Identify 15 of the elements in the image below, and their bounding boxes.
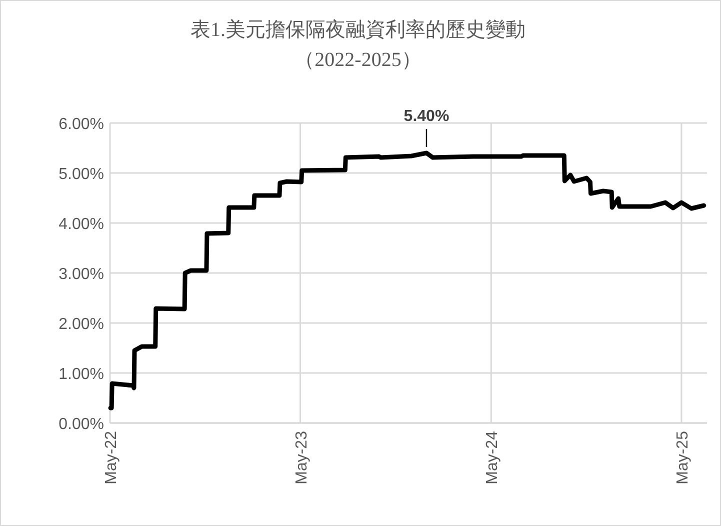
line-series xyxy=(108,150,706,410)
y-tick-label: 6.00% xyxy=(58,116,104,133)
y-tick-label: 4.00% xyxy=(58,216,104,233)
y-tick-label: 3.00% xyxy=(58,266,104,283)
x-tick-label: May-23 xyxy=(293,430,310,484)
x-tick-label: May-24 xyxy=(484,430,502,484)
y-tick-label: 0.00% xyxy=(58,416,104,433)
chart-subtitle: （2022-2025） xyxy=(294,49,422,71)
x-tick-label: May-22 xyxy=(103,430,120,484)
y-tick-label: 2.00% xyxy=(58,316,104,333)
x-tick-label: May-25 xyxy=(674,430,692,484)
y-tick-label: 1.00% xyxy=(58,366,104,383)
chart-title: 表1.美元擔保隔夜融資利率的歷史變動 xyxy=(190,18,526,41)
y-tick-label: 5.00% xyxy=(58,166,104,183)
annotation: 5.40% xyxy=(404,108,450,125)
